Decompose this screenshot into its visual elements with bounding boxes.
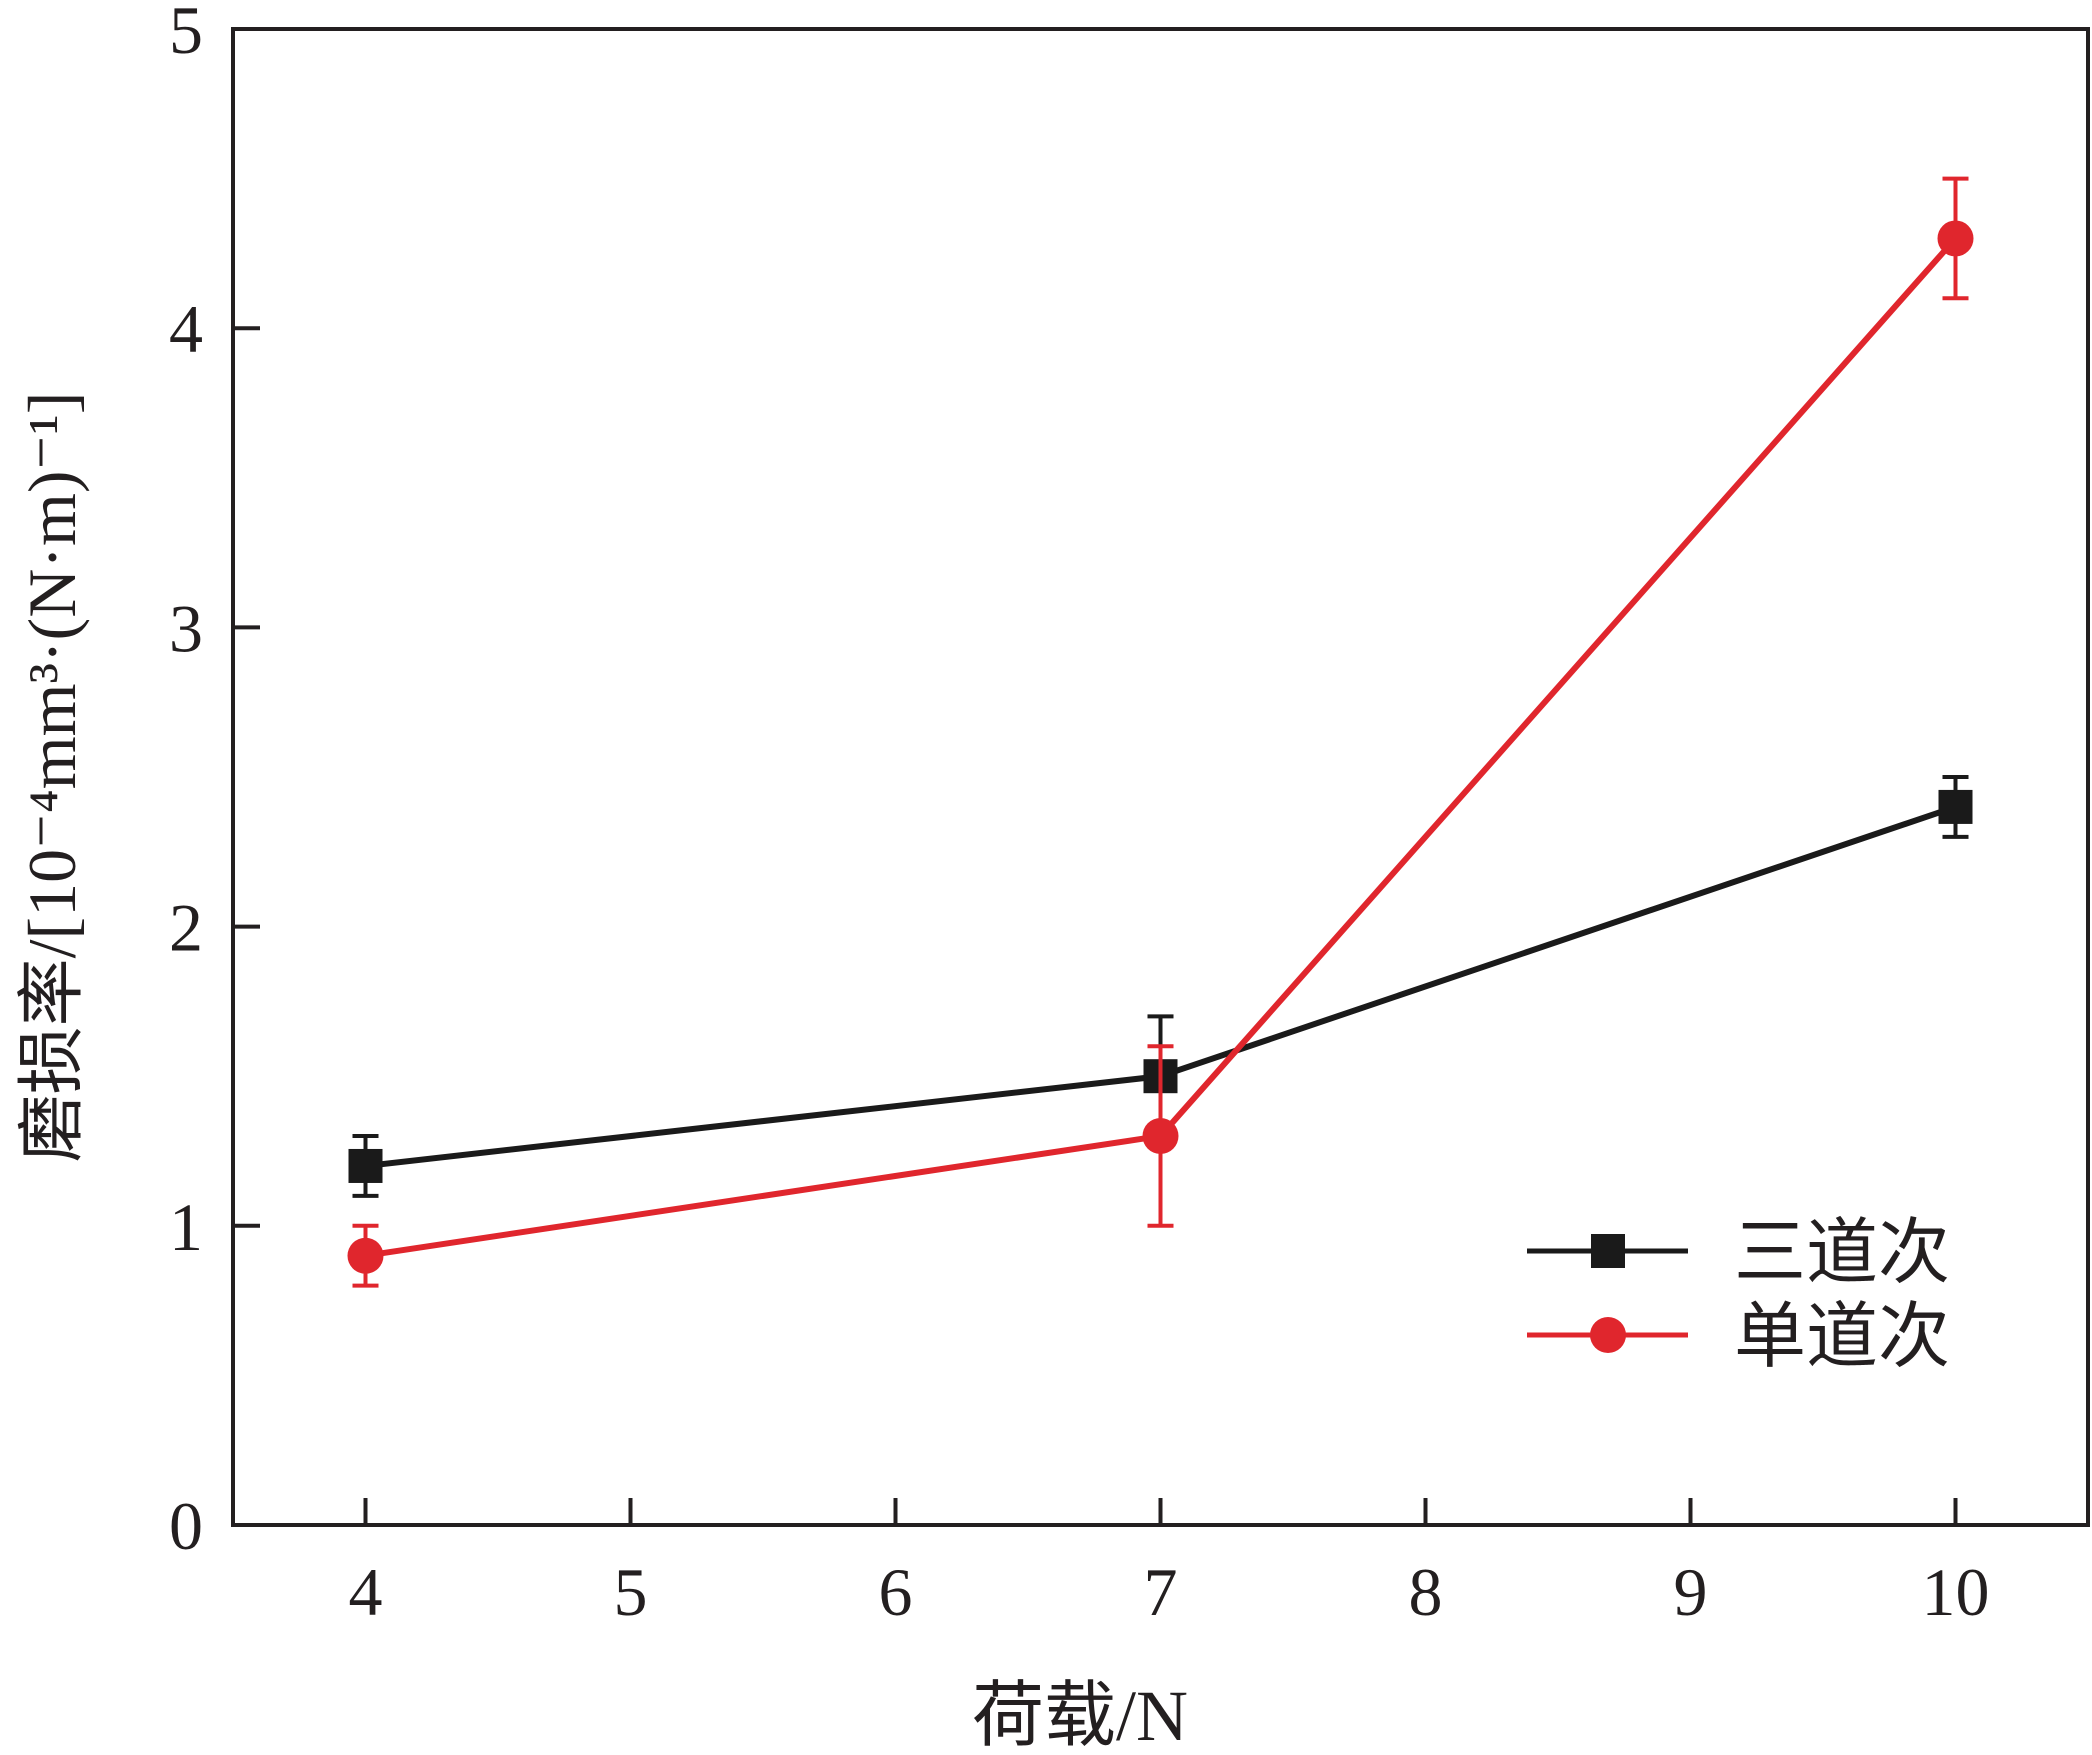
data-point	[1938, 789, 1973, 824]
x-axis-label: 荷载/N	[972, 1676, 1188, 1755]
y-tick-label: 5	[169, 0, 203, 68]
legend-label: 单道次	[1734, 1297, 1950, 1377]
x-tick-label: 9	[1674, 1554, 1708, 1630]
x-tick-label: 10	[1922, 1554, 1990, 1630]
x-tick-label: 8	[1409, 1554, 1443, 1630]
series-1	[347, 176, 1974, 1288]
plot-frame	[231, 27, 2090, 1527]
x-tick-label: 6	[879, 1554, 913, 1630]
data-point	[347, 1237, 384, 1274]
legend-label: 三道次	[1734, 1213, 1950, 1293]
data-point	[348, 1148, 383, 1183]
x-tick-label: 5	[614, 1554, 648, 1630]
data-point	[1937, 220, 1974, 257]
y-tick-label: 3	[169, 590, 203, 666]
x-tick-label: 7	[1144, 1554, 1178, 1630]
y-tick-label: 2	[169, 890, 203, 966]
legend-marker	[1590, 1317, 1626, 1353]
y-tick-label: 4	[169, 291, 203, 367]
y-axis-label: 磨损率/[10⁻⁴mm³·(N·m)⁻¹]	[14, 392, 90, 1163]
data-point	[1142, 1118, 1179, 1155]
y-tick-label: 1	[169, 1189, 203, 1265]
y-tick-label: 0	[169, 1488, 203, 1564]
legend-marker	[1591, 1234, 1625, 1268]
x-tick-label: 4	[349, 1554, 383, 1630]
